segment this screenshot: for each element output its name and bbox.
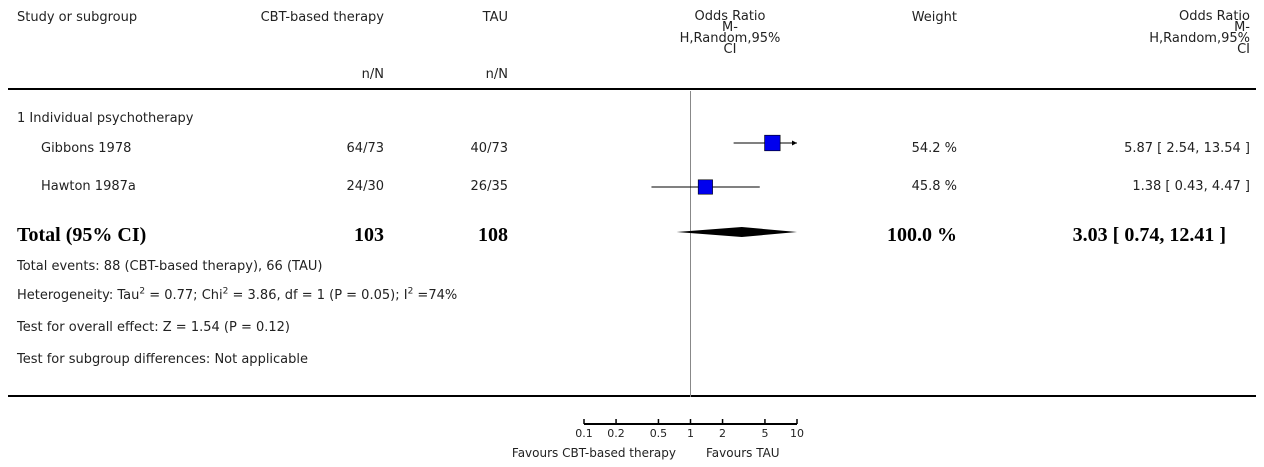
pooled-diamond <box>676 227 797 237</box>
bottom-rule <box>8 395 1256 397</box>
header-or-plot: Odds Ratio M- H,Random,95% CI <box>679 9 781 57</box>
subgroup-diff-note: Test for subgroup differences: Not appli… <box>17 352 309 367</box>
x-tick-label: 10 <box>790 427 804 440</box>
study-ctrl: 40/73 <box>470 141 508 156</box>
total-events-note: Total events: 88 (CBT-based therapy), 66… <box>17 259 323 274</box>
x-tick-label: 5 <box>761 427 768 440</box>
study-ci-text: 5.87 [ 2.54, 13.54 ] <box>1124 141 1250 156</box>
total-exp: 103 <box>354 224 384 246</box>
study-weight: 54.2 % <box>911 141 957 156</box>
x-tick-label: 0.5 <box>650 427 668 440</box>
study-exp: 24/30 <box>346 179 384 194</box>
header-ctrl: TAU <box>482 10 508 25</box>
ci-arrow <box>792 140 797 146</box>
header-exp: CBT-based therapy <box>260 10 384 25</box>
total-ctrl: 108 <box>478 224 508 246</box>
total-ci-text: 3.03 [ 0.74, 12.41 ] <box>1072 224 1226 246</box>
study-exp: 64/73 <box>346 141 384 156</box>
study-marker <box>764 134 781 152</box>
study-name: Gibbons 1978 <box>41 141 132 156</box>
header-weight: Weight <box>911 10 957 25</box>
x-tick-label: 0.2 <box>607 427 625 440</box>
study-marker <box>697 179 713 195</box>
header-study: Study or subgroup <box>17 10 138 25</box>
heterogeneity-note: Heterogeneity: Tau2 = 0.77; Chi2 = 3.86,… <box>17 286 458 303</box>
x-tick-label: 1 <box>687 427 694 440</box>
subgroup-label: 1 Individual psychotherapy <box>17 111 194 126</box>
total-label: Total (95% CI) <box>17 224 147 246</box>
study-name: Hawton 1987a <box>41 179 136 194</box>
favours-left-label: Favours CBT-based therapy <box>511 446 676 460</box>
study-ci-text: 1.38 [ 0.43, 4.47 ] <box>1132 179 1250 194</box>
study-ctrl: 26/35 <box>470 179 508 194</box>
header-ctrl-unit: n/N <box>485 67 508 82</box>
favours-right-label: Favours TAU <box>706 446 780 460</box>
x-tick-label: 0.1 <box>575 427 593 440</box>
x-tick-label: 2 <box>719 427 726 440</box>
header-rule <box>8 88 1256 90</box>
overall-effect-note: Test for overall effect: Z = 1.54 (P = 0… <box>17 320 290 335</box>
study-weight: 45.8 % <box>911 179 957 194</box>
header-exp-unit: n/N <box>361 67 384 82</box>
header-or-text: Odds Ratio M- H,Random,95% CI <box>1149 9 1250 57</box>
total-weight: 100.0 % <box>887 224 957 246</box>
